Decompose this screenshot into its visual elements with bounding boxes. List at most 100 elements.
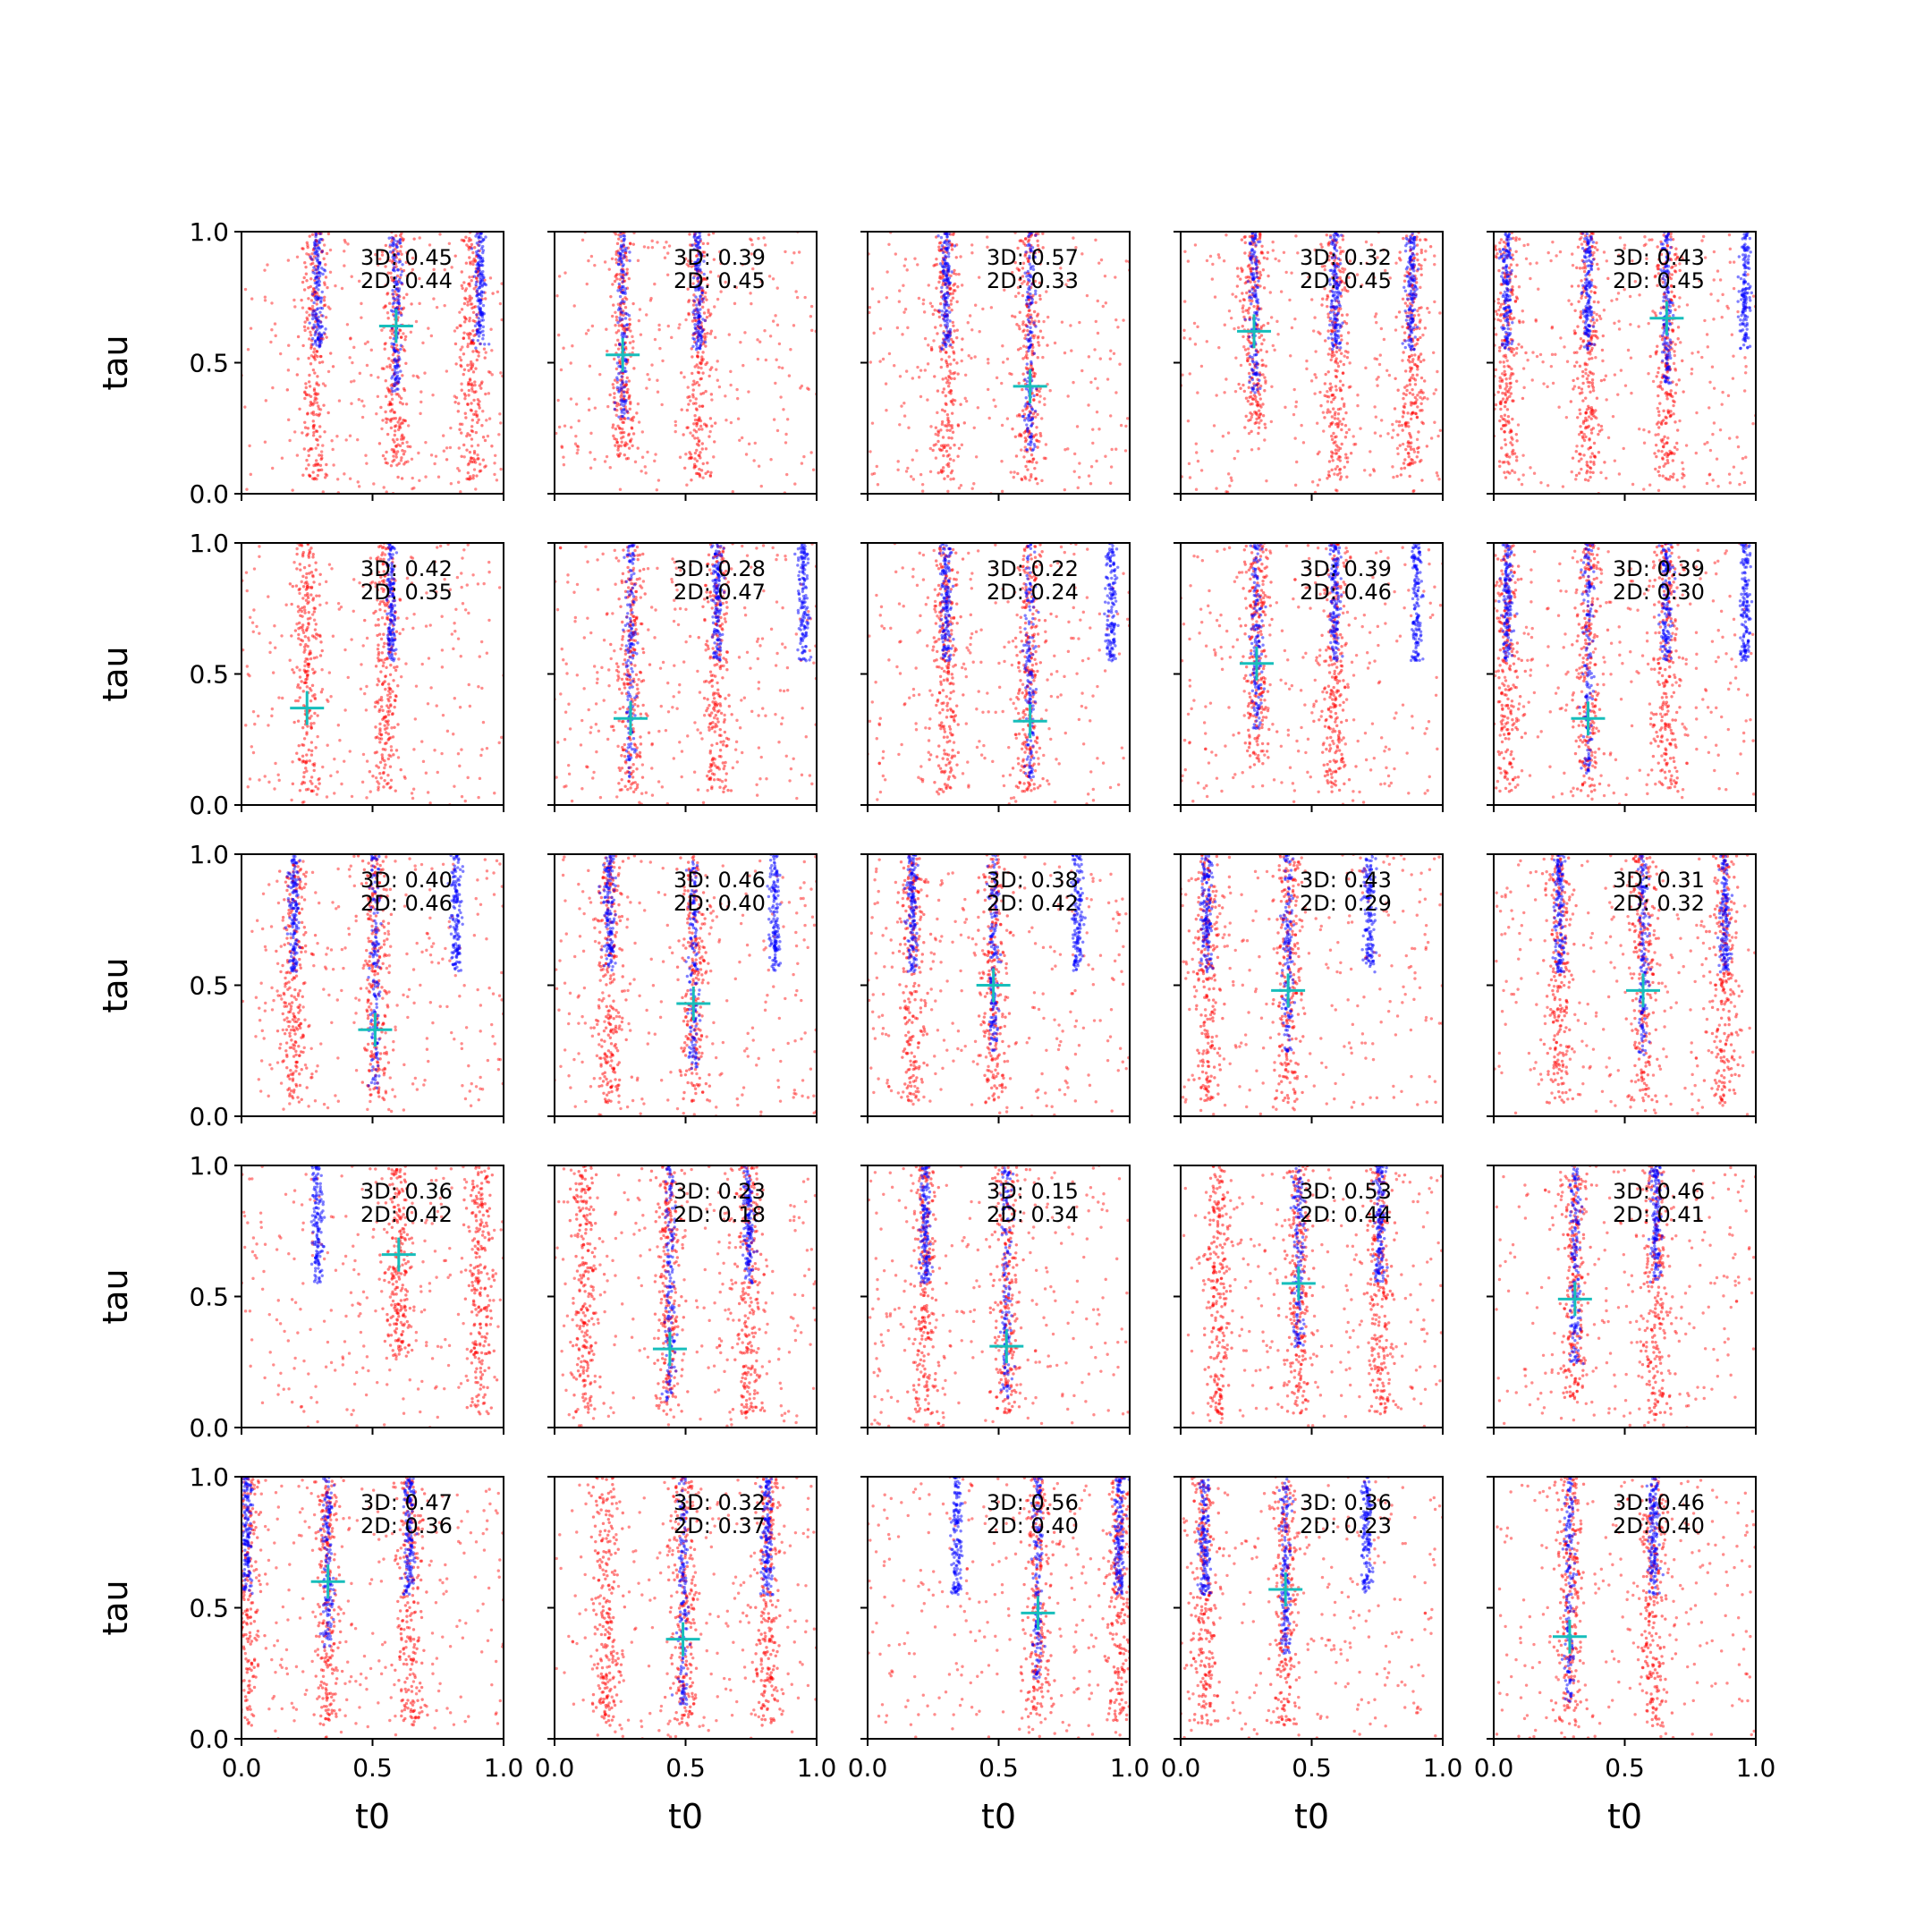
red-point — [902, 402, 906, 405]
red-point — [687, 313, 691, 317]
blue-point — [1030, 282, 1034, 286]
red-point — [391, 305, 395, 309]
red-point — [631, 432, 636, 436]
blue-point — [1335, 319, 1338, 323]
red-point — [305, 458, 309, 462]
red-point — [894, 252, 898, 256]
red-point — [445, 446, 449, 450]
red-point — [286, 258, 291, 262]
red-point — [465, 332, 470, 335]
red-point — [1616, 292, 1621, 295]
red-point — [1388, 276, 1392, 280]
red-point — [499, 467, 503, 471]
red-point — [453, 254, 457, 258]
red-point — [1403, 386, 1407, 389]
red-point — [1013, 294, 1018, 299]
blue-point — [1028, 320, 1031, 324]
blue-point — [314, 241, 318, 245]
red-point — [306, 326, 310, 330]
red-point — [302, 325, 307, 329]
red-point — [707, 233, 711, 237]
red-point — [1016, 246, 1020, 250]
red-point — [616, 347, 621, 351]
red-point — [1316, 483, 1320, 487]
red-point — [1549, 364, 1554, 369]
blue-point — [624, 380, 628, 384]
annotation-2d: 2D: 0.45 — [1300, 268, 1392, 293]
blue-point — [316, 327, 319, 331]
blue-point — [1339, 233, 1343, 237]
red-point — [298, 407, 301, 411]
red-point — [1343, 424, 1348, 428]
red-point — [454, 362, 458, 366]
red-point — [470, 402, 473, 405]
red-point — [1559, 336, 1563, 340]
red-point — [694, 421, 699, 426]
red-point — [1419, 250, 1423, 255]
red-point — [1403, 369, 1408, 373]
red-point — [657, 479, 661, 482]
red-point — [1424, 238, 1428, 242]
blue-point — [623, 290, 627, 293]
red-point — [250, 297, 254, 301]
blue-point — [1027, 234, 1030, 238]
red-point — [1103, 274, 1107, 278]
red-point — [380, 427, 384, 431]
blue-point — [621, 280, 624, 284]
red-point — [775, 286, 779, 290]
blue-point — [314, 268, 318, 272]
blue-point — [1250, 248, 1254, 251]
red-point — [1654, 433, 1657, 436]
red-point — [950, 469, 954, 473]
red-point — [1031, 412, 1036, 416]
blue-point — [1252, 384, 1257, 388]
red-point — [315, 350, 318, 353]
red-point — [1063, 351, 1067, 355]
red-point — [1015, 322, 1019, 326]
red-point — [934, 456, 938, 460]
red-point — [1014, 454, 1019, 458]
red-point — [1340, 428, 1343, 432]
red-point — [1237, 382, 1241, 386]
red-point — [623, 306, 628, 309]
red-point — [1260, 342, 1264, 346]
blue-point — [394, 283, 398, 286]
red-point — [400, 477, 404, 480]
red-point — [453, 342, 458, 346]
red-point — [607, 267, 611, 271]
red-point — [1343, 465, 1346, 469]
blue-point — [1254, 292, 1258, 295]
red-point — [694, 430, 699, 434]
red-point — [1097, 428, 1101, 431]
red-point — [946, 462, 951, 465]
blue-point — [1026, 426, 1030, 430]
red-point — [1732, 354, 1735, 358]
blue-point — [1411, 293, 1415, 297]
blue-point — [317, 324, 321, 327]
red-point — [1403, 422, 1407, 426]
blue-point — [940, 290, 944, 293]
red-point — [560, 445, 564, 448]
blue-point — [317, 255, 320, 258]
blue-point — [941, 341, 945, 344]
red-point — [612, 386, 615, 390]
red-point — [1673, 353, 1677, 358]
red-point — [923, 369, 928, 372]
blue-point — [1330, 341, 1335, 345]
red-point — [1094, 238, 1097, 242]
red-point — [1584, 371, 1588, 376]
red-point — [460, 308, 464, 311]
red-point — [1326, 352, 1331, 356]
blue-point — [1255, 271, 1258, 275]
red-point — [1423, 326, 1428, 330]
red-point — [1708, 380, 1712, 384]
red-point — [1340, 352, 1343, 355]
red-point — [309, 330, 312, 334]
red-point — [645, 386, 648, 390]
blue-point — [945, 315, 950, 318]
blue-point — [701, 318, 705, 321]
blue-point — [396, 268, 400, 272]
red-point — [633, 460, 638, 464]
red-point — [577, 419, 580, 423]
blue-point — [625, 327, 629, 332]
